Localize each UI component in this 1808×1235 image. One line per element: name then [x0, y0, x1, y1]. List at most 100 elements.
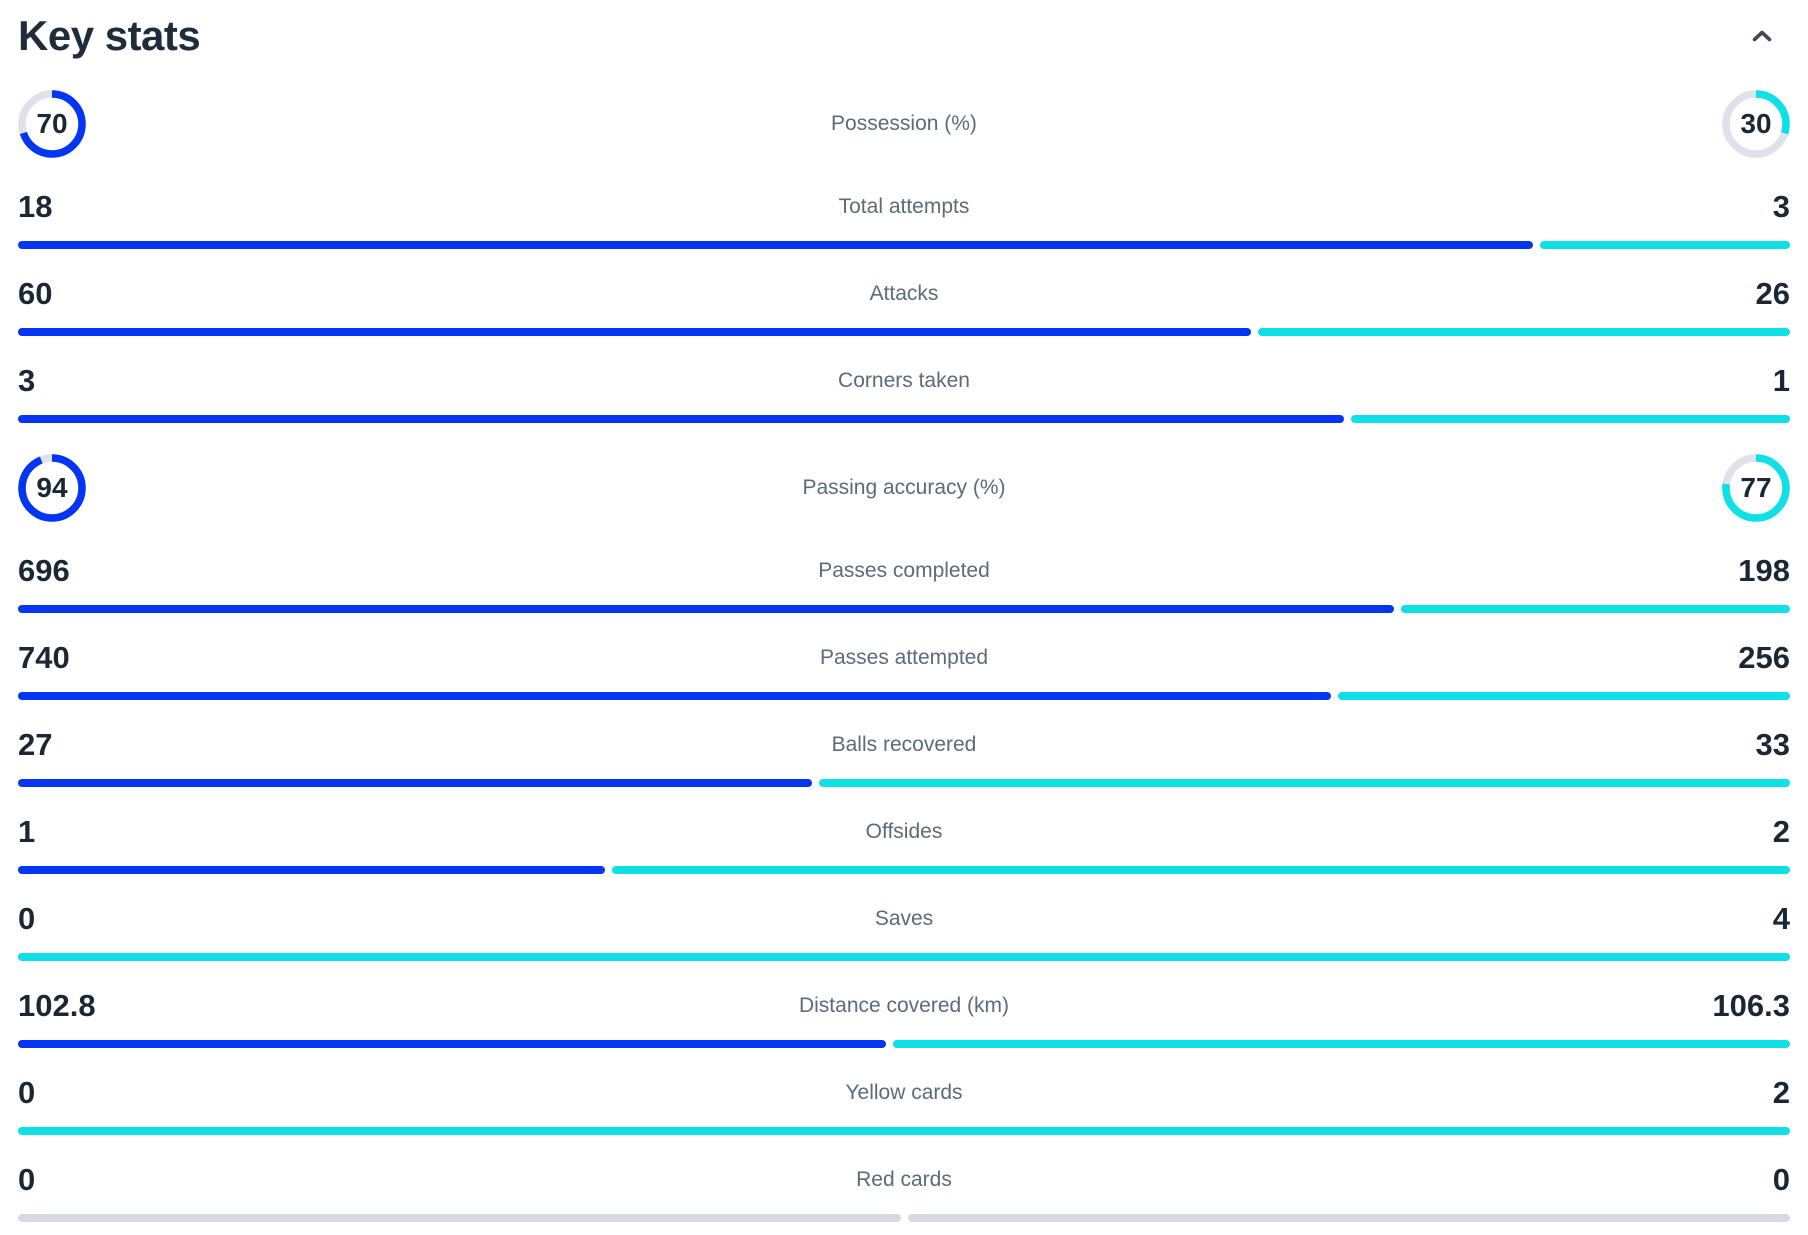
comparison-bar — [18, 241, 1790, 249]
away-bar-segment — [612, 866, 1790, 874]
away-value: 256 — [1738, 640, 1790, 675]
stat-line: 1 Offsides 2 — [18, 814, 1790, 849]
stat-label: Balls recovered — [831, 733, 977, 756]
donut-gauge — [1722, 89, 1790, 158]
home-value: 1 — [18, 814, 36, 849]
away-passing-accuracy-donut: 77 — [1722, 453, 1790, 522]
stat-row-passing-accuracy: 94 Passing accuracy (%) 77 — [18, 436, 1790, 539]
home-bar-segment — [18, 1040, 886, 1048]
away-bar-segment — [1401, 605, 1790, 613]
stat-label: Passing accuracy (%) — [802, 475, 1006, 499]
away-bar-segment — [1257, 328, 1790, 336]
home-value: 70 — [36, 107, 68, 139]
home-bar-segment — [18, 241, 1534, 249]
home-value: 696 — [18, 553, 70, 588]
home-passing-accuracy-donut: 94 — [18, 453, 86, 522]
stat-row-passes-completed: 696 Passes completed 198 — [18, 539, 1790, 626]
home-value: 0 — [18, 1075, 36, 1110]
away-value: 1 — [1772, 363, 1790, 398]
comparison-bar — [18, 779, 1790, 787]
home-bar-segment — [18, 415, 1344, 423]
home-value: 94 — [36, 471, 68, 503]
comparison-bar — [18, 953, 1790, 961]
stat-row-yellow-cards: 0 Yellow cards 2 — [18, 1061, 1790, 1148]
home-bar-segment — [18, 692, 1332, 700]
stat-row-total-attempts: 18 Total attempts 3 — [18, 175, 1790, 262]
home-possession-donut: 70 — [18, 89, 86, 158]
comparison-bar — [18, 415, 1790, 423]
stat-label: Distance covered (km) — [798, 994, 1010, 1017]
home-bar-segment — [18, 779, 812, 787]
key-stats-header: Key stats — [18, 0, 1790, 72]
comparison-bar — [18, 692, 1790, 700]
stat-label: Possession (%) — [831, 111, 977, 135]
stat-label: Attacks — [869, 282, 939, 305]
stat-line: 27 Balls recovered 33 — [18, 727, 1790, 762]
stat-line: 0 Saves 4 — [18, 901, 1790, 936]
away-value: 33 — [1755, 727, 1790, 762]
stat-label: Total attempts — [838, 195, 970, 218]
chevron-up-icon — [1752, 30, 1772, 42]
away-value: 106.3 — [1712, 988, 1790, 1023]
stat-row-distance-covered: 102.8 Distance covered (km) 106.3 — [18, 974, 1790, 1061]
away-value: 2 — [1772, 814, 1790, 849]
away-bar-segment — [1338, 692, 1790, 700]
stat-row-corners-taken: 3 Corners taken 1 — [18, 349, 1790, 436]
stat-label: Passes attempted — [819, 646, 989, 669]
away-value: 30 — [1740, 107, 1772, 139]
away-value: 3 — [1772, 189, 1790, 224]
stat-line: 60 Attacks 26 — [18, 276, 1790, 311]
home-value: 18 — [18, 189, 53, 224]
away-bar-segment — [1350, 415, 1790, 423]
section-title: Key stats — [18, 12, 201, 59]
stat-row-passes-attempted: 740 Passes attempted 256 — [18, 626, 1790, 713]
home-bar-segment — [18, 605, 1395, 613]
home-value: 102.8 — [18, 988, 96, 1023]
away-value: 77 — [1740, 471, 1772, 503]
away-bar-segment — [18, 953, 1790, 961]
away-bar-segment — [1540, 241, 1790, 249]
away-value: 0 — [1772, 1162, 1790, 1197]
home-value: 0 — [18, 1162, 36, 1197]
home-bar-segment — [18, 328, 1251, 336]
stat-label: Yellow cards — [845, 1081, 963, 1104]
home-value: 740 — [18, 640, 70, 675]
stat-row-possession: 70 Possession (%) 30 — [18, 72, 1790, 175]
home-value: 27 — [18, 727, 53, 762]
stat-line: 102.8 Distance covered (km) 106.3 — [18, 988, 1790, 1023]
away-bar-segment — [818, 779, 1790, 787]
away-bar-segment — [892, 1040, 1790, 1048]
home-value: 3 — [18, 363, 36, 398]
stat-label: Red cards — [856, 1168, 952, 1191]
home-bar-segment — [18, 1214, 901, 1222]
away-value: 4 — [1772, 901, 1790, 936]
away-bar-segment — [18, 1127, 1790, 1135]
comparison-bar — [18, 1214, 1790, 1222]
home-bar-segment — [18, 866, 606, 874]
away-value: 198 — [1738, 553, 1790, 588]
collapse-button[interactable] — [1746, 24, 1778, 48]
away-bar-segment — [907, 1214, 1790, 1222]
away-value: 2 — [1772, 1075, 1790, 1110]
away-value: 26 — [1755, 276, 1790, 311]
comparison-bar — [18, 605, 1790, 613]
home-value: 0 — [18, 901, 36, 936]
home-value: 60 — [18, 276, 53, 311]
donut-gauge — [18, 453, 86, 522]
stat-line: 696 Passes completed 198 — [18, 553, 1790, 588]
comparison-bar — [18, 866, 1790, 874]
stat-row-balls-recovered: 27 Balls recovered 33 — [18, 713, 1790, 800]
stat-row-saves: 0 Saves 4 — [18, 887, 1790, 974]
stat-label: Corners taken — [838, 369, 970, 392]
stat-row-red-cards: 0 Red cards 0 — [18, 1148, 1790, 1235]
stat-row-attacks: 60 Attacks 26 — [18, 262, 1790, 349]
comparison-bar — [18, 328, 1790, 336]
stat-line: 18 Total attempts 3 — [18, 189, 1790, 224]
stat-label: Saves — [874, 907, 934, 930]
donut-gauge — [18, 89, 86, 158]
stat-line: 0 Red cards 0 — [18, 1162, 1790, 1197]
stat-row-offsides: 1 Offsides 2 — [18, 800, 1790, 887]
stat-line: 3 Corners taken 1 — [18, 363, 1790, 398]
comparison-bar — [18, 1127, 1790, 1135]
